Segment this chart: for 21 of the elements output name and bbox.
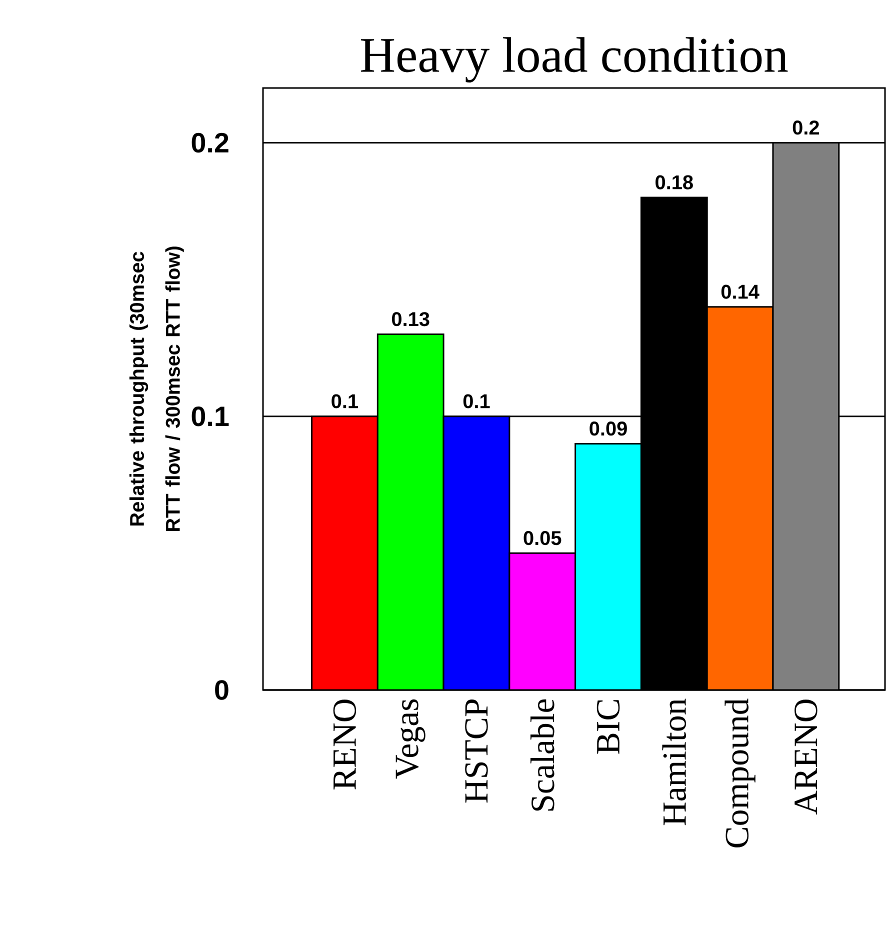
data-label: 0.2	[792, 120, 819, 135]
x-tick-label: ARENO	[794, 700, 818, 815]
y-tick-label: 0.2	[192, 132, 228, 153]
y-axis-title: Relative throughput (30msec RTT flow / 300msec RTT flow)	[129, 246, 184, 532]
x-tick-label: RENO	[333, 700, 356, 790]
data-label: 0.1	[332, 394, 358, 408]
x-tick-label: Compound	[724, 698, 756, 848]
x-tick-label: Vegas	[396, 699, 426, 779]
data-label: 0.18	[656, 175, 693, 190]
data-label: 0.14	[721, 284, 760, 299]
x-tick-label: HSTCP	[465, 700, 488, 803]
x-tick-label: Hamilton	[662, 698, 686, 826]
y-tick-label: 0	[215, 680, 228, 700]
data-label: 0.1	[463, 394, 490, 408]
data-label: 0.13	[392, 312, 430, 326]
data-label: 0.09	[590, 422, 627, 436]
y-tick-label: 0.1	[192, 406, 229, 426]
x-tick-label: BIC	[596, 700, 620, 754]
data-label: 0.05	[524, 531, 562, 546]
chart-title: Heavy load condition	[361, 37, 788, 82]
x-tick-label: Scalable	[530, 699, 554, 811]
